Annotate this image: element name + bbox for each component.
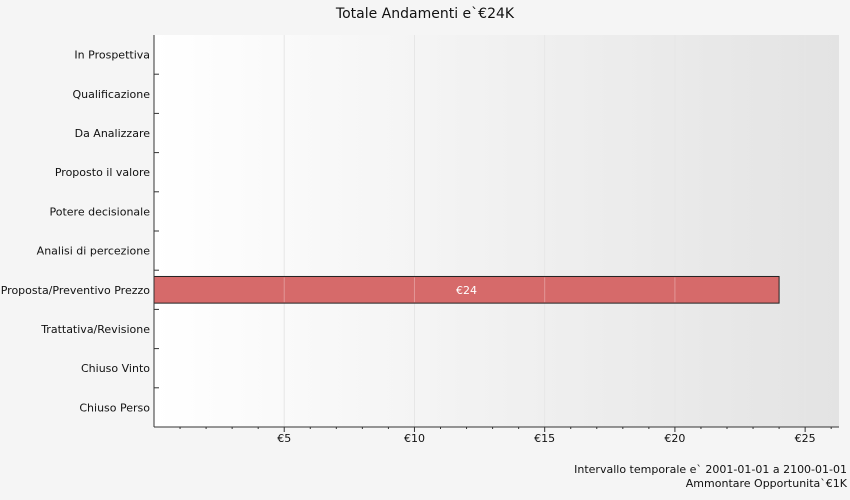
chart-footer: Intervallo temporale e` 2001-01-01 a 210… <box>574 463 847 491</box>
bars <box>153 275 780 304</box>
x-tick-label: €10 <box>404 432 425 445</box>
category-label: In Prospettiva <box>74 49 150 62</box>
bar-data-label: €24 <box>456 284 477 297</box>
footer-amount: Ammontare Opportunita`€1K <box>685 477 847 490</box>
bar <box>153 275 780 304</box>
category-label: Analisi di percezione <box>37 245 151 258</box>
grid-lines <box>283 35 806 427</box>
category-label: Proposta/Preventivo Prezzo <box>1 284 151 297</box>
x-tick-label: €20 <box>664 432 685 445</box>
axes <box>153 35 839 432</box>
category-label: Trattativa/Revisione <box>40 323 150 336</box>
chart-title: Totale Andamenti e`€24K <box>335 6 515 22</box>
labels: €5 €10 €15 €20 €25 In Prospettiva Qualificazio… <box>1 49 816 445</box>
category-label: Chiuso Perso <box>79 401 150 414</box>
category-label: Qualificazione <box>73 88 151 101</box>
category-label: Potere decisionale <box>49 205 150 218</box>
footer-date-range: Intervallo temporale e` 2001-01-01 a 210… <box>574 463 847 476</box>
x-tick-label: €15 <box>534 432 555 445</box>
category-label: Proposto il valore <box>55 166 150 179</box>
x-tick-label: €25 <box>795 432 816 445</box>
plot-area <box>154 35 839 427</box>
category-label: Chiuso Vinto <box>81 362 150 375</box>
category-label: Da Analizzare <box>75 127 151 140</box>
x-tick-label: €5 <box>277 432 291 445</box>
